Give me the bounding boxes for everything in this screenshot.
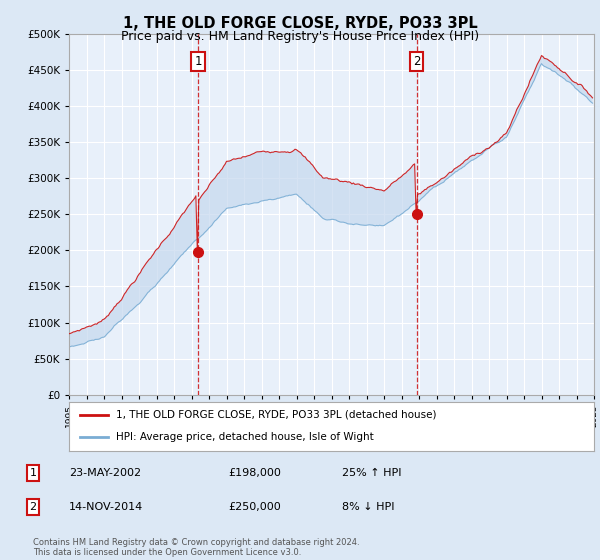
Text: 2: 2 — [29, 502, 37, 512]
Text: Price paid vs. HM Land Registry's House Price Index (HPI): Price paid vs. HM Land Registry's House … — [121, 30, 479, 43]
Text: Contains HM Land Registry data © Crown copyright and database right 2024.
This d: Contains HM Land Registry data © Crown c… — [33, 538, 359, 557]
Text: 1, THE OLD FORGE CLOSE, RYDE, PO33 3PL (detached house): 1, THE OLD FORGE CLOSE, RYDE, PO33 3PL (… — [116, 410, 437, 420]
Text: £250,000: £250,000 — [228, 502, 281, 512]
Text: 1: 1 — [29, 468, 37, 478]
Text: 8% ↓ HPI: 8% ↓ HPI — [342, 502, 395, 512]
Text: 14-NOV-2014: 14-NOV-2014 — [69, 502, 143, 512]
Text: 1, THE OLD FORGE CLOSE, RYDE, PO33 3PL: 1, THE OLD FORGE CLOSE, RYDE, PO33 3PL — [122, 16, 478, 31]
Text: £198,000: £198,000 — [228, 468, 281, 478]
Text: 25% ↑ HPI: 25% ↑ HPI — [342, 468, 401, 478]
Text: HPI: Average price, detached house, Isle of Wight: HPI: Average price, detached house, Isle… — [116, 432, 374, 442]
Text: 2: 2 — [413, 54, 421, 68]
Text: 23-MAY-2002: 23-MAY-2002 — [69, 468, 141, 478]
Text: 1: 1 — [194, 54, 202, 68]
